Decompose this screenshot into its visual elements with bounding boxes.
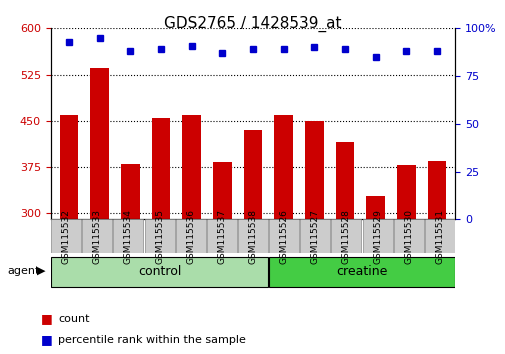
Text: creatine: creatine <box>336 265 387 278</box>
Bar <box>424 219 454 253</box>
Text: GSM115529: GSM115529 <box>372 209 381 264</box>
Bar <box>331 219 361 253</box>
Bar <box>335 142 353 219</box>
Bar <box>144 219 174 253</box>
Bar <box>427 161 445 219</box>
Bar <box>152 118 170 219</box>
Bar <box>243 130 262 219</box>
Text: ■: ■ <box>40 312 52 325</box>
Bar <box>207 219 236 253</box>
Bar <box>393 219 423 253</box>
Bar <box>51 257 268 287</box>
Text: GSM115538: GSM115538 <box>248 209 257 264</box>
Text: agent: agent <box>8 266 40 276</box>
Bar <box>396 165 415 219</box>
Text: GDS2765 / 1428539_at: GDS2765 / 1428539_at <box>164 16 341 32</box>
Bar <box>113 219 143 253</box>
Bar <box>362 219 392 253</box>
Bar <box>90 68 109 219</box>
Text: control: control <box>138 265 181 278</box>
Text: GSM115537: GSM115537 <box>217 209 226 264</box>
Text: GSM115536: GSM115536 <box>186 209 195 264</box>
Bar <box>51 219 81 253</box>
Text: GSM115528: GSM115528 <box>341 209 350 264</box>
Text: GSM115535: GSM115535 <box>155 209 164 264</box>
Bar <box>60 115 78 219</box>
Text: ▶: ▶ <box>37 266 45 276</box>
Bar <box>182 115 200 219</box>
Bar <box>274 115 292 219</box>
Text: GSM115527: GSM115527 <box>310 209 319 264</box>
Bar <box>269 257 454 287</box>
Bar <box>175 219 205 253</box>
Text: GSM115526: GSM115526 <box>279 209 288 264</box>
Bar <box>366 196 384 219</box>
Text: count: count <box>58 314 89 324</box>
Bar <box>121 164 139 219</box>
Text: GSM115532: GSM115532 <box>62 209 71 264</box>
Bar <box>305 121 323 219</box>
Text: GSM115534: GSM115534 <box>124 209 133 264</box>
Text: percentile rank within the sample: percentile rank within the sample <box>58 335 245 345</box>
Text: GSM115533: GSM115533 <box>92 209 102 264</box>
Bar <box>237 219 268 253</box>
Text: GSM115530: GSM115530 <box>403 209 413 264</box>
Bar <box>213 162 231 219</box>
Text: GSM115531: GSM115531 <box>434 209 443 264</box>
Bar <box>269 219 298 253</box>
Bar <box>82 219 112 253</box>
Text: ■: ■ <box>40 333 52 346</box>
Bar <box>300 219 330 253</box>
